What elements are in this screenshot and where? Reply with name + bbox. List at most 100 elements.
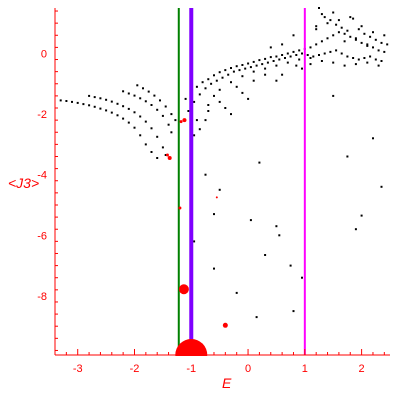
data-point: [315, 25, 318, 28]
data-point: [264, 67, 267, 70]
data-point: [309, 57, 312, 59]
data-point: [337, 31, 340, 34]
highlight-point: [167, 156, 172, 161]
data-point: [221, 76, 224, 79]
data-point: [249, 219, 252, 222]
data-point: [127, 107, 130, 110]
data-point: [156, 157, 159, 159]
data-point: [332, 34, 335, 37]
data-point: [326, 22, 329, 25]
data-point: [354, 63, 357, 66]
data-point: [144, 120, 147, 123]
data-point: [133, 94, 136, 97]
data-point: [354, 37, 357, 40]
data-point: [295, 64, 298, 67]
data-point: [281, 54, 284, 56]
data-point: [213, 94, 215, 97]
data-point: [272, 60, 275, 62]
data-point: [193, 240, 196, 243]
data-point: [298, 49, 301, 52]
tick-labels: -3 -2 -1 0 1 2 0 -2 -4 -6 -8: [37, 48, 364, 375]
data-point: [340, 52, 343, 55]
data-point: [320, 40, 323, 43]
data-point: [156, 108, 159, 111]
data-point: [320, 60, 323, 62]
data-point: [292, 50, 295, 53]
data-point: [218, 71, 221, 74]
data-point: [326, 37, 329, 40]
data-point: [309, 46, 312, 49]
data-point: [269, 46, 272, 49]
data-point: [230, 81, 232, 84]
data-point: [144, 143, 147, 146]
highlight-point: [178, 206, 182, 210]
data-point: [332, 11, 335, 14]
data-point: [164, 154, 167, 156]
x-axis-label: E: [222, 375, 232, 391]
data-point: [266, 61, 269, 64]
data-point: [88, 104, 91, 107]
data-point: [264, 57, 267, 60]
data-point: [213, 267, 215, 270]
data-point: [227, 73, 230, 76]
data-point: [198, 128, 201, 131]
data-point: [349, 35, 352, 38]
data-point: [215, 79, 218, 82]
data-point: [105, 109, 108, 112]
data-point: [235, 85, 238, 88]
highlight-point: [178, 284, 189, 295]
data-point: [122, 105, 125, 108]
data-point: [346, 29, 349, 32]
data-point: [235, 65, 238, 68]
data-point: [174, 119, 177, 122]
data-point: [249, 66, 252, 69]
data-point: [278, 58, 281, 61]
data-point: [133, 111, 136, 114]
data-point: [159, 99, 161, 102]
vertical-reference-lines: [177, 8, 306, 355]
x-tick-label: -3: [73, 363, 83, 375]
axes: [54, 8, 390, 356]
data-point: [289, 55, 292, 58]
data-point: [93, 96, 96, 99]
data-point: [343, 32, 346, 35]
highlight-point: [222, 322, 228, 328]
data-point: [65, 100, 68, 102]
data-point: [286, 52, 289, 55]
data-point: [116, 102, 119, 105]
data-point: [224, 69, 227, 72]
data-point: [354, 228, 357, 231]
x-tick-label: -1: [186, 363, 196, 375]
x-tick-label: 2: [359, 363, 365, 375]
data-point: [380, 41, 383, 44]
data-point: [213, 74, 215, 77]
y-tick-label: -4: [37, 170, 47, 182]
data-point: [289, 264, 292, 267]
data-point: [298, 58, 301, 61]
data-point: [329, 50, 332, 53]
data-point: [161, 146, 164, 149]
data-point: [315, 28, 318, 31]
data-point: [275, 55, 278, 58]
y-tick-label: -2: [37, 109, 47, 121]
y-tick-label: 0: [41, 48, 47, 60]
data-point: [156, 135, 159, 138]
y-tick-label: -8: [37, 291, 47, 303]
data-point: [261, 63, 264, 66]
y-axis-label: <J3>: [8, 175, 39, 191]
data-point: [153, 94, 156, 97]
data-point: [252, 60, 255, 63]
data-point: [363, 32, 366, 35]
data-point: [363, 57, 366, 59]
data-point: [284, 57, 286, 59]
highlight-point: [215, 196, 218, 199]
data-point: [170, 113, 173, 116]
data-point: [323, 16, 326, 19]
data-point: [278, 234, 281, 237]
data-point: [110, 111, 113, 114]
data-point: [136, 84, 139, 87]
data-point: [366, 44, 369, 47]
data-point: [372, 31, 374, 34]
